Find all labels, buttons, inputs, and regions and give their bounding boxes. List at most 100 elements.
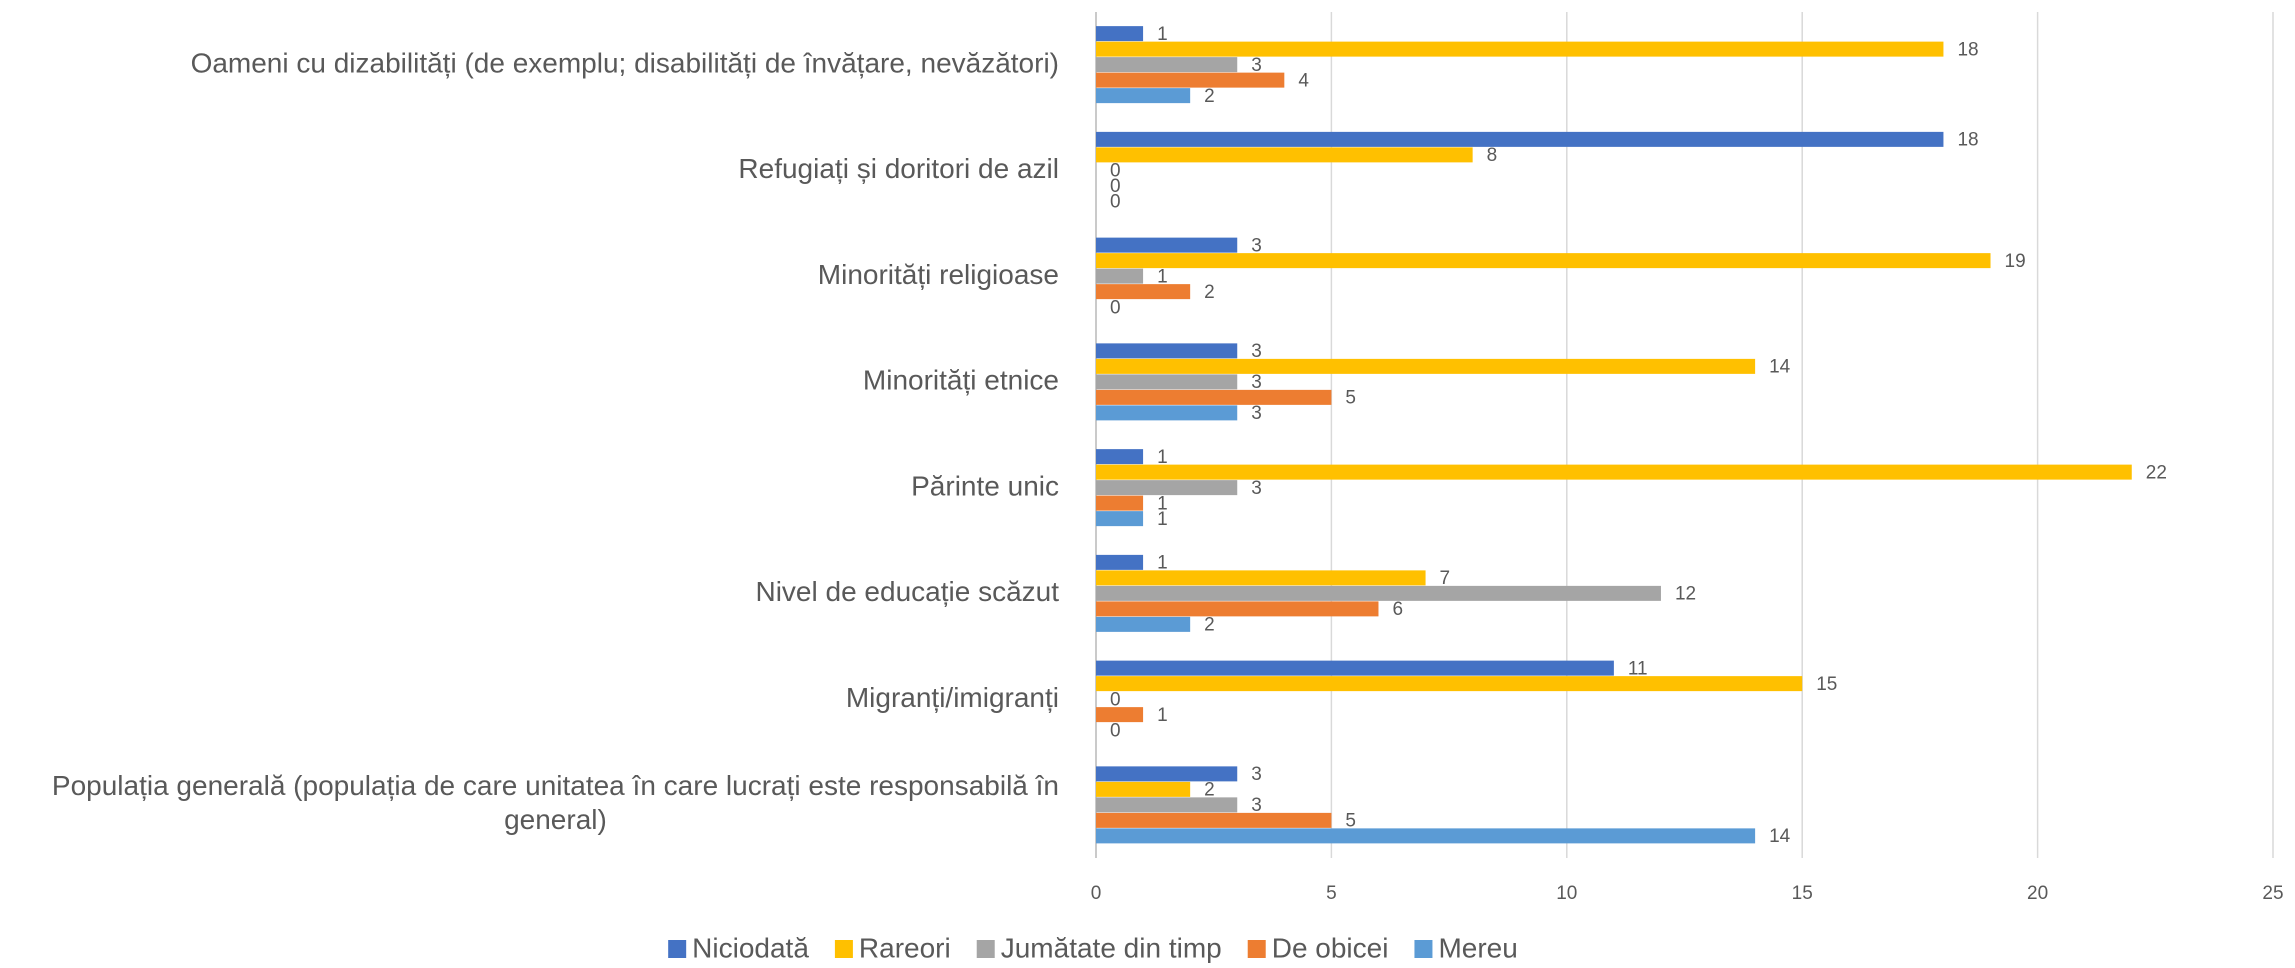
bar <box>1096 374 1238 390</box>
value-label: 18 <box>1957 39 1978 60</box>
category-label: Minorități etnice <box>863 365 1059 396</box>
value-label: 2 <box>1204 86 1215 107</box>
value-label: 14 <box>1769 826 1791 847</box>
bar <box>1096 284 1191 300</box>
category-line: general) <box>504 805 607 836</box>
bar <box>1096 343 1238 359</box>
legend-label: De obicei <box>1272 932 1389 963</box>
value-label: 3 <box>1251 55 1262 76</box>
bar <box>1096 237 1238 253</box>
bar <box>1096 358 1756 374</box>
legend-swatch <box>668 940 687 958</box>
bar <box>1096 72 1285 88</box>
category-label: Oameni cu dizabilități (de exemplu; disa… <box>191 47 1059 78</box>
value-label: 4 <box>1298 70 1309 91</box>
bar <box>1096 601 1379 617</box>
value-label: 14 <box>1769 357 1791 378</box>
x-tick-label: 0 <box>1091 883 1102 904</box>
bar <box>1096 570 1426 586</box>
value-label: 22 <box>2146 462 2167 483</box>
category-label: Nivel de educație scăzut <box>755 576 1059 607</box>
value-label: 1 <box>1157 553 1168 574</box>
legend-swatch <box>976 940 995 958</box>
value-label: 18 <box>1957 130 1978 151</box>
x-tick-label: 20 <box>2027 883 2048 904</box>
value-label: 19 <box>2005 251 2026 272</box>
bar <box>1096 828 1756 844</box>
bar <box>1096 781 1191 797</box>
bar <box>1096 131 1944 147</box>
category-line: Populația generală (populația de care un… <box>52 771 1059 802</box>
value-label: 0 <box>1110 192 1121 213</box>
value-label: 3 <box>1251 478 1262 499</box>
legend-label: Jumătate din timp <box>1001 932 1222 963</box>
x-tick-label: 25 <box>2262 883 2283 904</box>
bar <box>1096 480 1238 496</box>
value-label: 8 <box>1487 145 1498 166</box>
value-label: 3 <box>1251 372 1262 393</box>
bar <box>1096 616 1191 632</box>
value-label: 3 <box>1251 235 1262 256</box>
bar <box>1096 660 1614 676</box>
value-label: 2 <box>1204 615 1215 636</box>
x-tick-label: 15 <box>1792 883 1813 904</box>
bar <box>1096 707 1144 723</box>
legend-swatch <box>834 940 853 958</box>
bar <box>1096 554 1144 570</box>
bar <box>1096 147 1473 163</box>
value-label: 0 <box>1110 176 1121 197</box>
bar <box>1096 253 1991 269</box>
x-tick-label: 5 <box>1326 883 1337 904</box>
value-label: 0 <box>1110 720 1121 741</box>
bar <box>1096 495 1144 511</box>
bar <box>1096 405 1238 421</box>
value-label: 1 <box>1157 493 1168 514</box>
value-label: 1 <box>1157 509 1168 530</box>
legend: Niciodată Rareori Jumătate din timp De obic… <box>668 932 1518 963</box>
bar <box>1096 268 1144 284</box>
bar <box>1096 797 1238 813</box>
value-label: 0 <box>1110 297 1121 318</box>
legend-swatch <box>1247 940 1266 958</box>
bar <box>1096 812 1332 828</box>
category-label: Minorități religioase <box>818 259 1059 290</box>
value-label: 3 <box>1251 403 1262 424</box>
value-label: 3 <box>1251 341 1262 362</box>
value-label: 0 <box>1110 689 1121 710</box>
value-label: 1 <box>1157 447 1168 468</box>
category-label: Populația generală (populația de care un… <box>52 771 1059 836</box>
legend-label: Rareori <box>859 932 951 963</box>
value-label: 12 <box>1675 584 1696 605</box>
value-label: 0 <box>1110 161 1121 182</box>
value-label: 11 <box>1628 658 1648 679</box>
bar <box>1096 389 1332 405</box>
value-label: 1 <box>1157 705 1168 726</box>
legend-label: Niciodată <box>692 932 809 963</box>
category-label: Refugiați și doritori de azil <box>738 153 1059 184</box>
bar <box>1096 57 1238 73</box>
category-label: Părinte unic <box>911 470 1059 501</box>
value-label: 3 <box>1251 795 1262 816</box>
legend-label: Mereu <box>1438 932 1517 963</box>
bar <box>1096 26 1144 42</box>
legend-swatch <box>1414 940 1433 958</box>
bar <box>1096 585 1661 601</box>
x-tick-label: 10 <box>1556 883 1577 904</box>
bar <box>1096 88 1191 104</box>
value-label: 7 <box>1440 568 1451 589</box>
value-label: 5 <box>1345 388 1356 409</box>
bar <box>1096 449 1144 465</box>
value-label: 2 <box>1204 780 1215 801</box>
value-label: 15 <box>1816 674 1837 695</box>
bar <box>1096 511 1144 527</box>
category-label: Migranți/imigranți <box>846 682 1059 713</box>
value-label: 5 <box>1345 811 1356 832</box>
bar <box>1096 766 1238 782</box>
value-label: 3 <box>1251 764 1262 785</box>
bar <box>1096 464 2132 480</box>
bar <box>1096 676 1803 692</box>
value-label: 2 <box>1204 282 1215 303</box>
bar <box>1096 41 1944 57</box>
value-label: 1 <box>1157 266 1168 287</box>
